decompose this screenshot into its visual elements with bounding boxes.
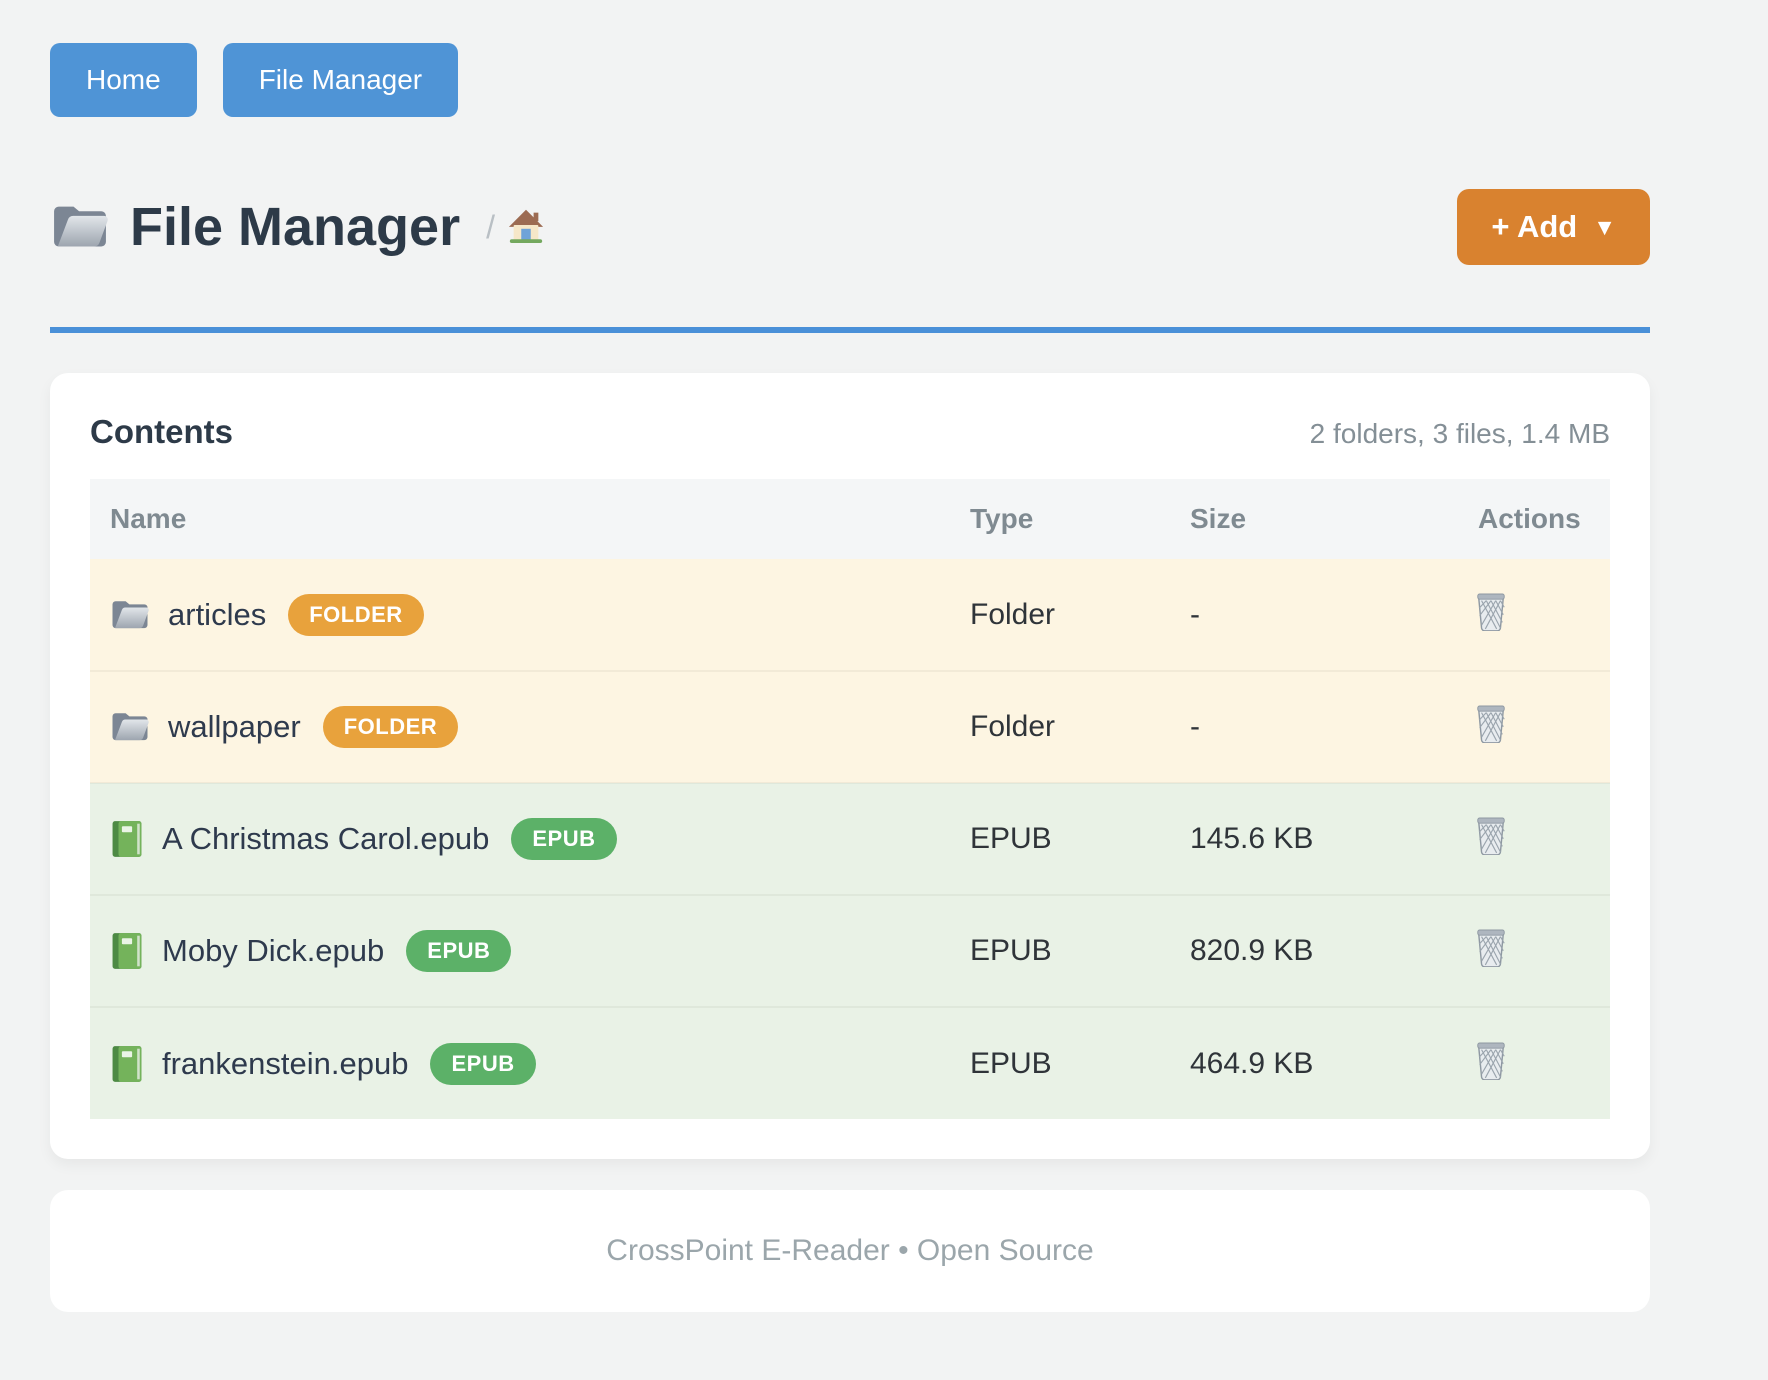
table-header-row: Name Type Size Actions: [90, 479, 1610, 559]
header-divider: [50, 327, 1650, 333]
book-icon: [110, 931, 144, 971]
page-title-text: File Manager: [130, 197, 461, 257]
type-cell: EPUB: [970, 822, 1052, 855]
type-cell: Folder: [970, 597, 1056, 631]
type-cell: EPUB: [970, 934, 1052, 967]
column-header-actions: Actions: [1450, 479, 1610, 559]
type-badge: FOLDER: [288, 593, 424, 636]
house-icon[interactable]: [507, 206, 545, 249]
book-icon: [110, 819, 144, 859]
home-nav-button[interactable]: Home: [50, 43, 197, 117]
trash-icon: [1474, 703, 1508, 746]
footer-text: CrossPoint E-Reader • Open Source: [606, 1234, 1094, 1267]
file-name-link[interactable]: wallpaper: [168, 709, 301, 744]
contents-panel: Contents 2 folders, 3 files, 1.4 MB Name…: [50, 373, 1650, 1159]
add-button[interactable]: + Add ▼: [1457, 189, 1650, 265]
chevron-down-icon: ▼: [1593, 213, 1616, 240]
folder-icon: [110, 710, 150, 744]
size-cell: 820.9 KB: [1190, 934, 1314, 967]
delete-button[interactable]: [1474, 703, 1508, 746]
file-name-link[interactable]: frankenstein.epub: [162, 1045, 409, 1081]
folder-icon: [50, 202, 110, 252]
page-title: File Manager: [50, 196, 460, 258]
table-body: articles FOLDER Folder -: [90, 559, 1610, 1119]
column-header-type: Type: [950, 479, 1170, 559]
trash-icon: [1474, 591, 1508, 634]
type-cell: Folder: [970, 710, 1056, 743]
folder-icon: [110, 598, 150, 632]
panel-title: Contents: [90, 413, 233, 450]
file-name-link[interactable]: A Christmas Carol.epub: [162, 821, 490, 856]
type-cell: EPUB: [970, 1046, 1052, 1080]
trash-icon: [1474, 1040, 1508, 1083]
table-row: A Christmas Carol.epub EPUB EPUB 145.6 K…: [90, 783, 1610, 895]
page: Home File Manager File Manager /: [50, 0, 1650, 1312]
trash-icon: [1474, 927, 1508, 970]
contents-panel-header: Contents 2 folders, 3 files, 1.4 MB: [90, 413, 1610, 451]
column-header-size: Size: [1170, 479, 1450, 559]
file-manager-nav-button[interactable]: File Manager: [222, 43, 459, 117]
contents-table: Name Type Size Actions: [90, 479, 1610, 1119]
table-row: wallpaper FOLDER Folder -: [90, 671, 1610, 783]
breadcrumb-separator: /: [486, 208, 495, 245]
size-cell: 464.9 KB: [1190, 1046, 1314, 1080]
delete-button[interactable]: [1474, 927, 1508, 970]
table-row: frankenstein.epub EPUB EPUB 464.9 KB: [90, 1007, 1610, 1119]
type-badge: EPUB: [406, 930, 512, 972]
file-name-link[interactable]: Moby Dick.epub: [162, 933, 385, 968]
footer: CrossPoint E-Reader • Open Source: [50, 1190, 1650, 1312]
breadcrumb: /: [486, 206, 545, 249]
type-badge: EPUB: [430, 1042, 536, 1085]
size-cell: 145.6 KB: [1190, 822, 1314, 855]
contents-summary: 2 folders, 3 files, 1.4 MB: [1309, 418, 1610, 449]
table-row: articles FOLDER Folder -: [90, 559, 1610, 671]
trash-icon: [1474, 815, 1508, 858]
delete-button[interactable]: [1474, 815, 1508, 858]
type-badge: EPUB: [511, 818, 617, 860]
file-name-link[interactable]: articles: [168, 596, 267, 632]
delete-button[interactable]: [1474, 591, 1508, 634]
column-header-name: Name: [90, 479, 950, 559]
delete-button[interactable]: [1474, 1040, 1508, 1083]
top-nav: Home File Manager: [50, 0, 1650, 117]
add-button-label: + Add: [1491, 209, 1578, 244]
table-row: Moby Dick.epub EPUB EPUB 820.9 KB: [90, 895, 1610, 1007]
book-icon: [110, 1044, 144, 1084]
size-cell: -: [1190, 710, 1200, 743]
size-cell: -: [1190, 597, 1200, 631]
type-badge: FOLDER: [322, 706, 459, 748]
page-header: File Manager / + Add ▼: [50, 189, 1650, 265]
